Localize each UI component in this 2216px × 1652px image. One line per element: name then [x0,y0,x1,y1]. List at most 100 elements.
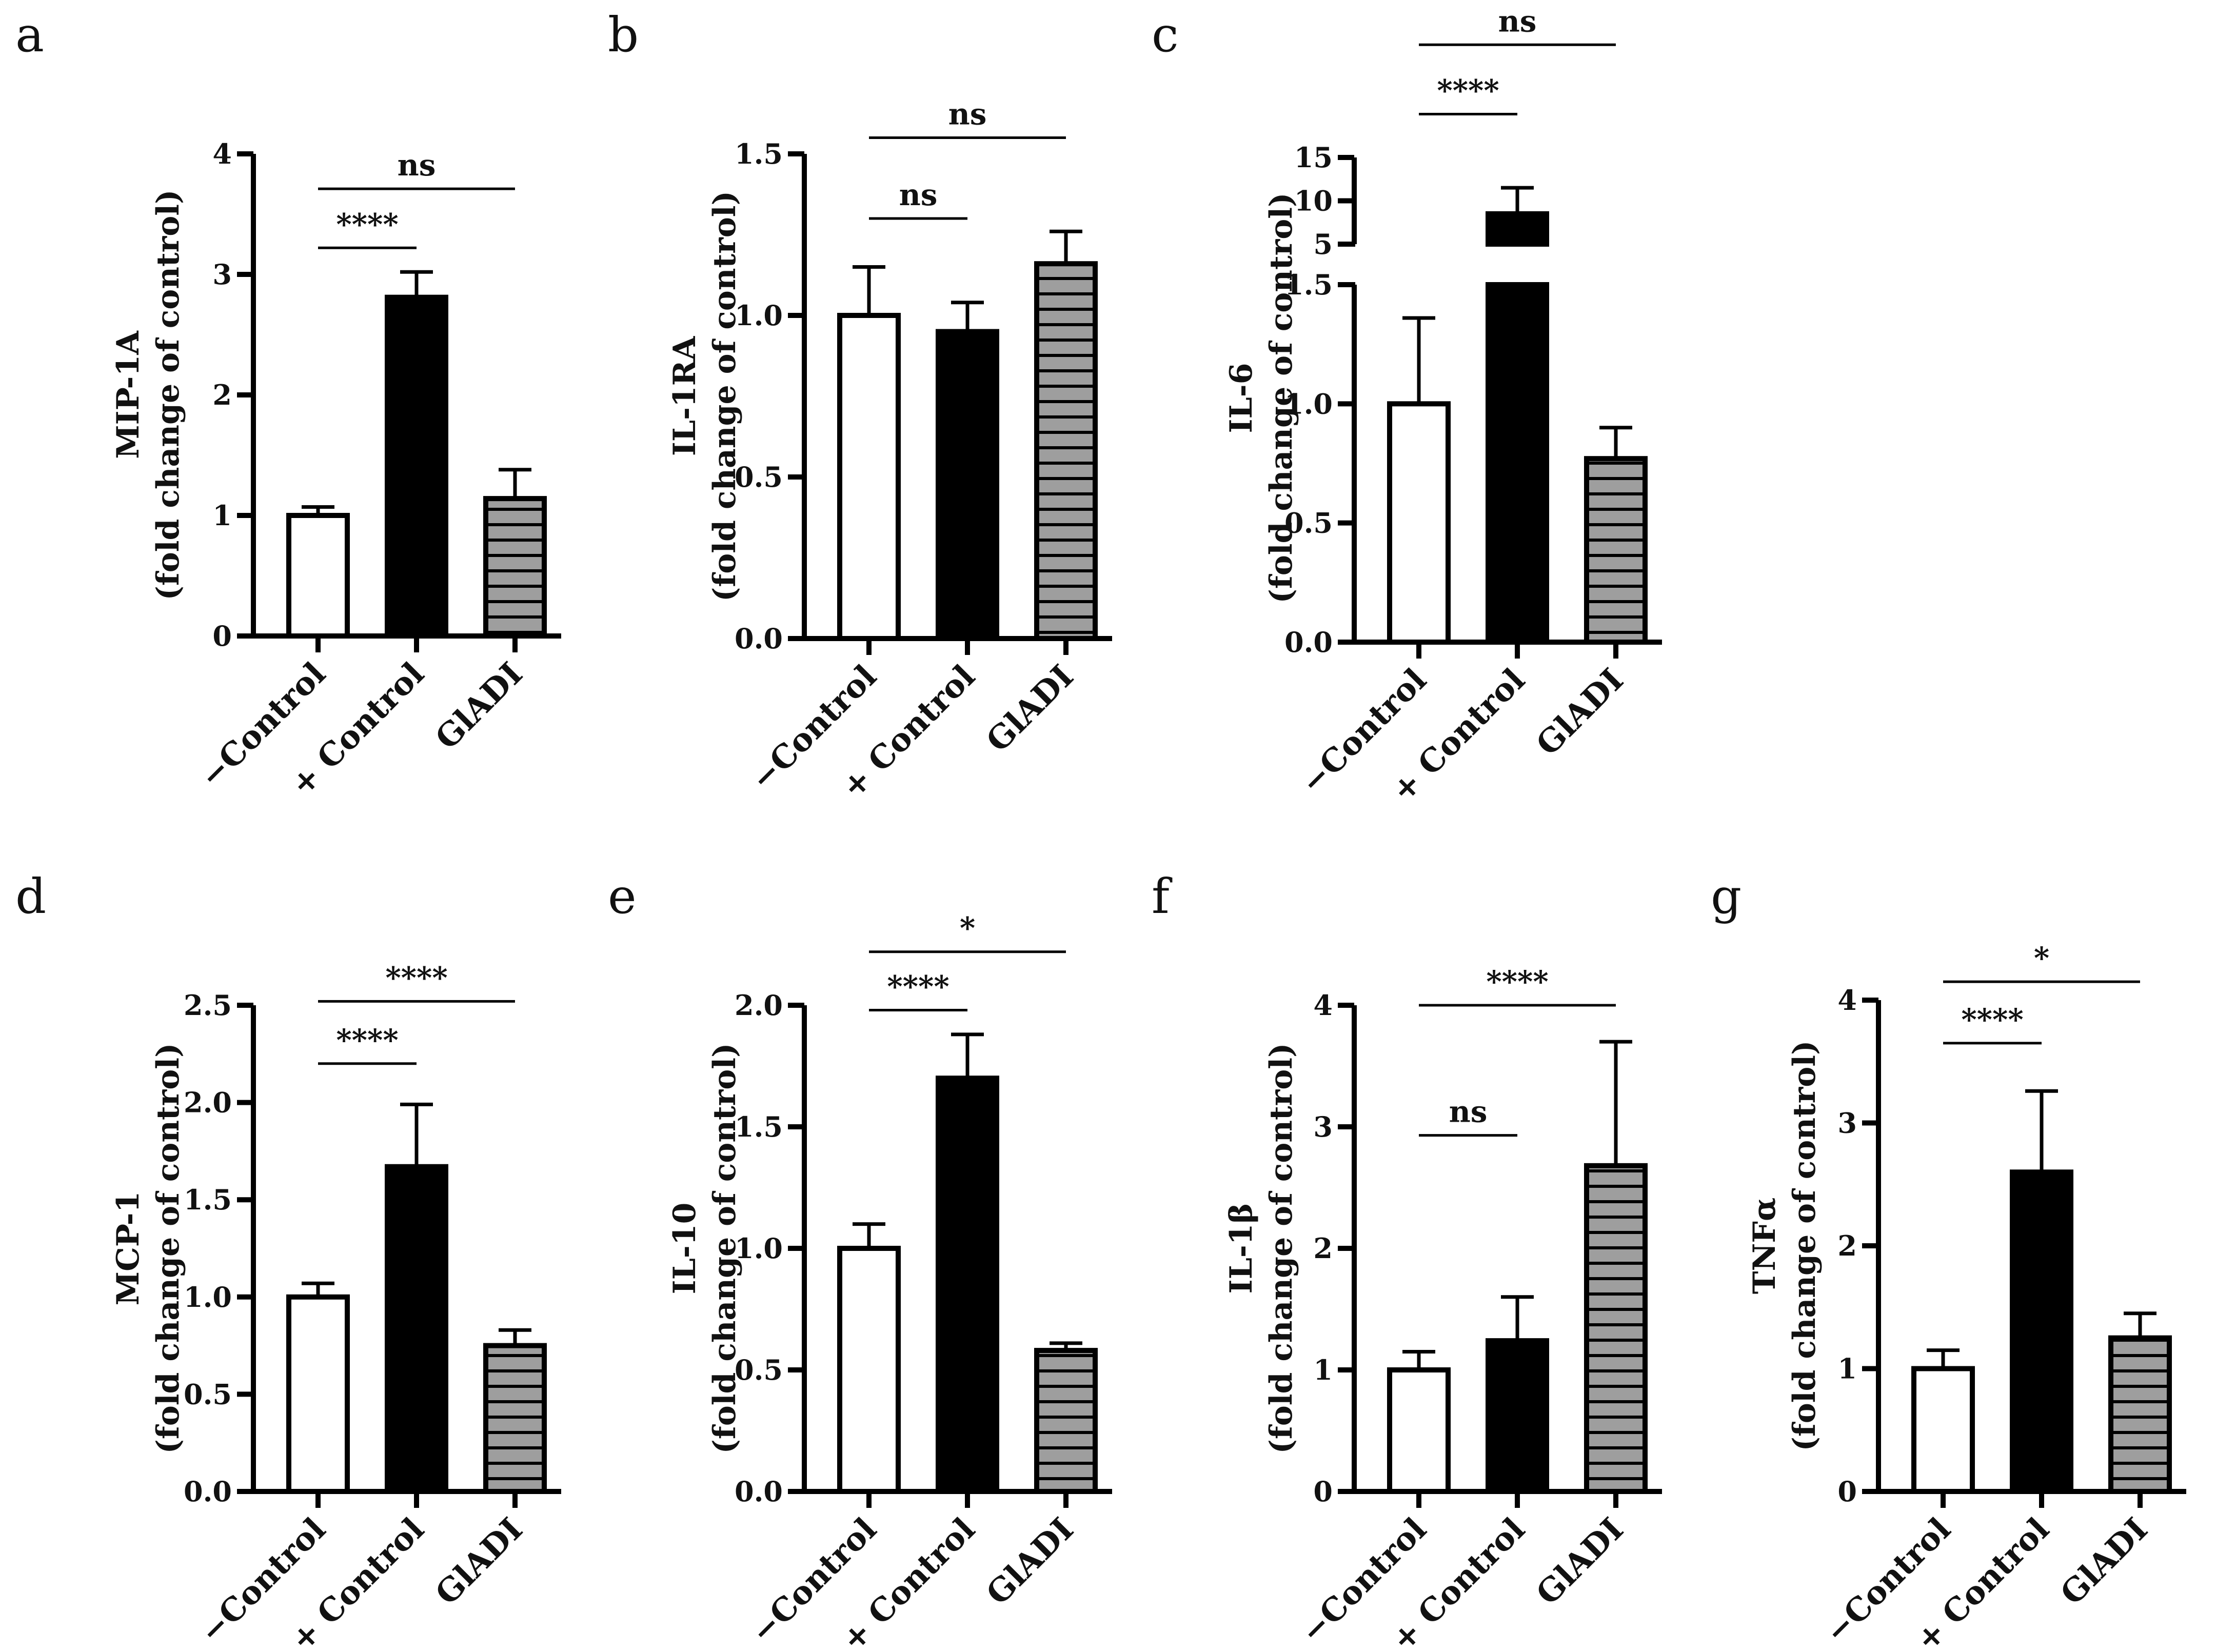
y-tick-label: 2.5 [184,989,232,1022]
panel-letter: d [15,869,46,925]
y-axis-title-line1: TNFα [1747,1198,1783,1294]
y-tick-label: 1.0 [184,1281,232,1313]
bar-gladi [1034,261,1098,641]
significance-label: **** [1486,964,1548,999]
y-tick-label: 0.5 [735,1354,783,1386]
y-axis-title-line2: (fold change of control) [707,191,743,602]
significance-label: **** [1437,73,1499,108]
bar-gladi [1584,1163,1648,1495]
significance-label: **** [1961,1002,2023,1037]
significance-label: ns [899,177,938,212]
y-tick-label: 3 [1837,1107,1857,1140]
y-axis-title-line1: MIP-1A [110,330,146,459]
significance-label: * [960,911,975,946]
y-tick-label: 0.5 [735,461,783,493]
x-tick-label: GlADI [979,658,1080,759]
y-tick-label: 15 [1294,141,1333,174]
panel-c: c 0.0 0.5 1.0 1.5 5 10 15 IL-6 (fold change of co… [1152,4,1662,809]
y-tick-label: 0.0 [735,622,783,655]
y-tick-label: 1 [1837,1352,1857,1385]
y-axis-title: IL-1RA (fold change of control) [667,191,743,602]
significance-label: **** [385,960,447,995]
y-tick-label: 0 [1837,1475,1857,1508]
y-axis-title: IL-6 (fold change of control) [1223,193,1299,604]
y-tick-label: 4 [1313,989,1333,1022]
y-axis-title-line2: (fold change of control) [1263,193,1299,604]
x-tick-label: GlADI [428,1510,529,1612]
y-tick-label: 0.0 [735,1475,783,1508]
y-axis-title-line2: (fold change of control) [707,1043,743,1454]
y-tick-label: 10 [1294,185,1333,217]
bar-positive-control [1486,1338,1549,1495]
panel-letter: a [15,7,44,63]
bar-positive-control [936,329,999,641]
y-tick-label: 0.0 [1284,626,1333,659]
y-axis-title: MCP-1 (fold change of control) [110,1043,186,1454]
y-axis-title-line2: (fold change of control) [1787,1041,1823,1451]
y-axis-title-line2: (fold change of control) [150,190,186,601]
bar-positive-control [2010,1169,2073,1495]
significance-label: **** [336,1023,398,1058]
y-axis-title: IL-1β (fold change of control) [1223,1043,1299,1454]
bar-positive-control [936,1076,999,1494]
significance-label: ns [948,97,987,132]
bar-gladi [1034,1348,1098,1495]
y-tick-label: 1.0 [1284,387,1333,420]
bar-positive-control [385,294,448,639]
bar-positive-control-upper [1486,211,1549,247]
y-axis-title-line1: MCP-1 [110,1191,146,1306]
y-tick-label: 0 [1313,1475,1333,1508]
y-axis-title-line1: IL-1RA [667,335,703,456]
bar-negative-control [1387,401,1451,645]
y-tick-label: 4 [1837,984,1857,1017]
bar-positive-control-lower [1486,282,1549,645]
x-tick-label: GlADI [428,655,529,757]
x-tick-label: GlADI [979,1510,1080,1612]
y-tick-label: 2 [1837,1229,1857,1262]
y-tick-label: 1.5 [184,1183,232,1216]
y-axis-title-line2: (fold change of control) [1263,1043,1299,1454]
y-tick-label: 1.5 [735,1110,783,1143]
significance-label: ns [398,148,436,183]
panel-d: d 0.0 0.5 1.0 1.5 2.0 2.5 MCP-1 (fold change of … [15,869,561,1652]
y-axis-title-line2: (fold change of control) [150,1043,186,1454]
y-tick-label: 3 [212,258,232,291]
y-axis-title-line1: IL-10 [667,1203,703,1295]
bar-gladi [483,496,547,639]
panel-e: e 0.0 0.5 1.0 1.5 2.0 IL-10 (fold change of con… [608,869,1112,1652]
significance-label: ns [1498,4,1537,38]
panel-letter: c [1152,7,1179,63]
y-tick-label: 2 [212,379,232,411]
y-axis-title: MIP-1A (fold change of control) [110,190,186,601]
y-tick-label: 2.0 [184,1086,232,1119]
bar-negative-control [286,1294,350,1495]
y-axis-title: IL-10 (fold change of control) [667,1043,743,1454]
bar-gladi [1584,456,1648,645]
bar-positive-control [385,1164,448,1495]
y-tick-label: 0 [212,620,232,652]
panel-letter: g [1711,869,1742,925]
y-tick-label: 1.5 [1284,268,1333,301]
y-axis-title-line1: IL-1β [1223,1203,1259,1294]
significance-label: **** [336,207,398,242]
panel-letter: b [608,7,639,63]
y-tick-label: 5 [1313,228,1333,261]
bar-negative-control [837,1246,901,1494]
y-axis-title-line1: IL-6 [1223,363,1259,433]
bar-negative-control [286,513,350,639]
y-tick-label: 1 [1313,1354,1333,1386]
panel-letter: f [1152,869,1173,925]
y-tick-label: 0.5 [184,1378,232,1410]
y-tick-label: 2 [1313,1232,1333,1265]
bar-gladi [483,1343,547,1495]
y-tick-label: 0.5 [1284,507,1333,540]
y-tick-label: 1.0 [735,1232,783,1265]
bar-gladi [2108,1335,2172,1494]
x-tick-label: GlADI [2053,1510,2154,1612]
y-tick-label: 0.0 [184,1475,232,1508]
panel-letter: e [608,869,637,925]
